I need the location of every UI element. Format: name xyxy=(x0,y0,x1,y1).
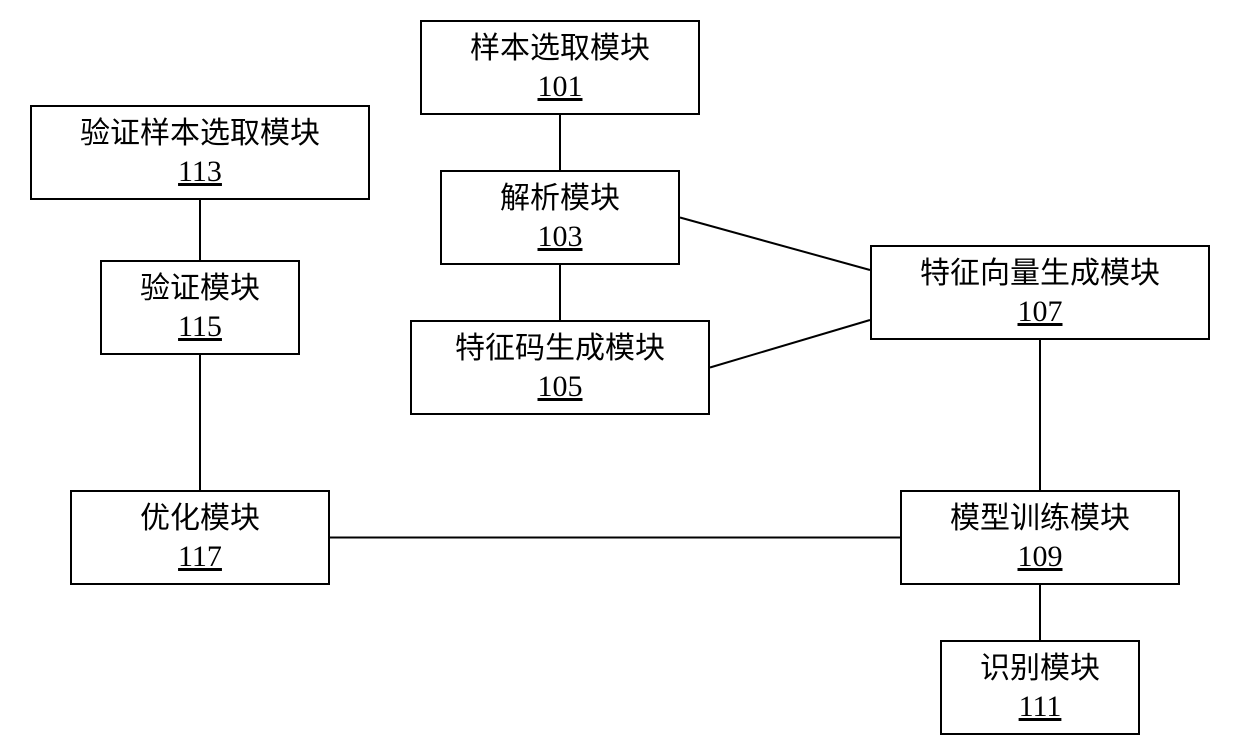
node-107: 特征向量生成模块107 xyxy=(870,245,1210,340)
node-label: 优化模块 xyxy=(140,501,260,537)
node-number: 109 xyxy=(1018,539,1063,575)
node-label: 识别模块 xyxy=(980,651,1100,687)
node-111: 识别模块111 xyxy=(940,640,1140,735)
node-117: 优化模块117 xyxy=(70,490,330,585)
node-label: 模型训练模块 xyxy=(950,501,1130,537)
edge-n103-n107 xyxy=(680,218,870,271)
node-number: 105 xyxy=(538,369,583,405)
node-115: 验证模块115 xyxy=(100,260,300,355)
node-number: 101 xyxy=(538,69,583,105)
node-103: 解析模块103 xyxy=(440,170,680,265)
node-label: 验证模块 xyxy=(140,271,260,307)
edge-n105-n107 xyxy=(710,320,870,368)
node-number: 115 xyxy=(178,309,222,345)
node-label: 特征向量生成模块 xyxy=(920,256,1160,292)
node-label: 验证样本选取模块 xyxy=(80,116,320,152)
node-number: 111 xyxy=(1019,689,1062,725)
node-label: 特征码生成模块 xyxy=(455,331,665,367)
node-number: 117 xyxy=(178,539,222,575)
node-number: 103 xyxy=(538,219,583,255)
node-105: 特征码生成模块105 xyxy=(410,320,710,415)
node-label: 解析模块 xyxy=(500,181,620,217)
node-number: 107 xyxy=(1018,294,1063,330)
node-number: 113 xyxy=(178,154,222,190)
node-label: 样本选取模块 xyxy=(470,31,650,67)
node-101: 样本选取模块101 xyxy=(420,20,700,115)
node-109: 模型训练模块109 xyxy=(900,490,1180,585)
node-113: 验证样本选取模块113 xyxy=(30,105,370,200)
